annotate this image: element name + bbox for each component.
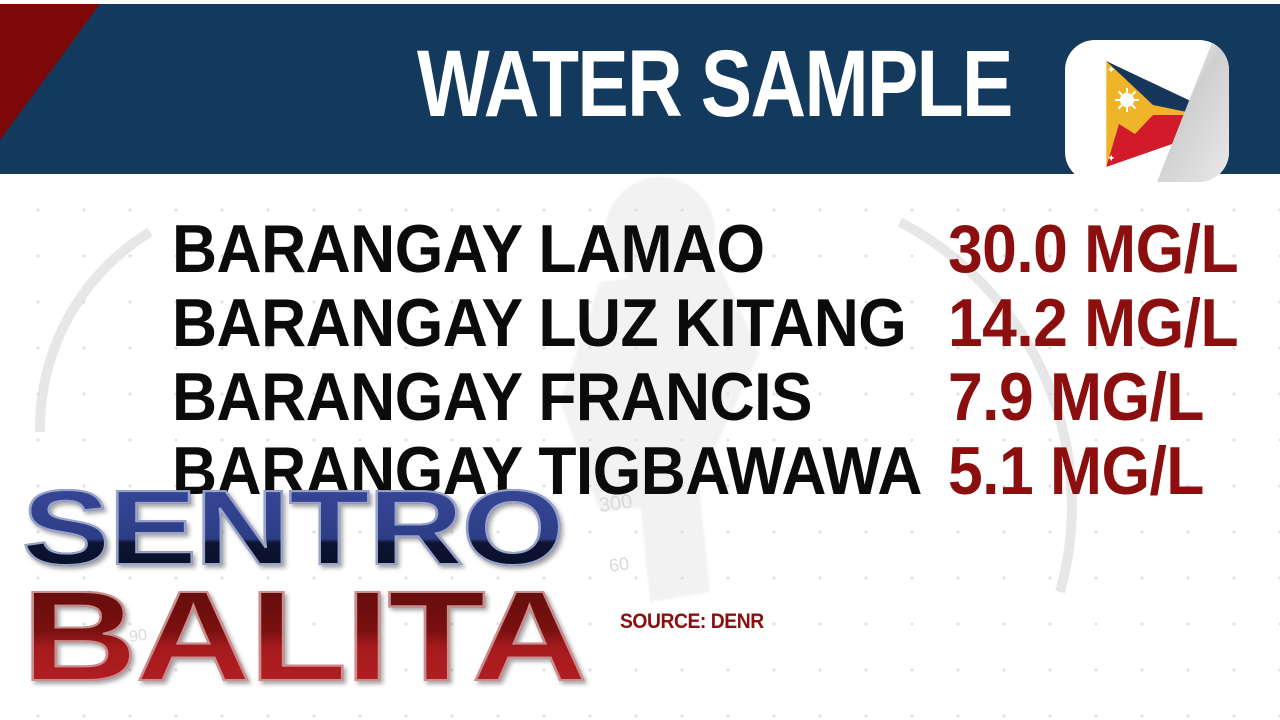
svg-text:60: 60 xyxy=(608,553,631,576)
